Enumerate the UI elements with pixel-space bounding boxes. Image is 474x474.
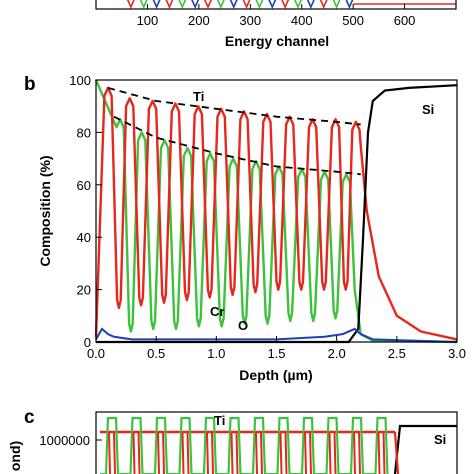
panel-a-series-segment [332,0,341,9]
x-tick-label: 3.0 [448,346,466,361]
x-tick-label: 1.5 [267,346,285,361]
x-tick-label: 0.0 [87,346,105,361]
panel-a-series-segment [126,0,135,9]
x-tick-label: 300 [239,13,261,28]
annotation-cr: Cr [210,304,224,319]
panel-c-series-cr [100,416,389,474]
panel-a-series-segment [281,0,290,9]
panel-b-x-label: Depth (µm) [239,367,312,383]
panel-a-series-segment [178,0,187,9]
panel-a-series-segment [268,0,277,9]
panel-a-series-segment [319,0,328,9]
y-tick-label: 80 [77,125,91,140]
panel-c-series-ti-dips [108,431,386,474]
panel-a-series-segment [229,0,238,9]
panel-b-series [94,79,458,344]
series-line-si [96,84,458,344]
annotation-ti: Ti [193,89,204,104]
panel-a-series-segment [294,0,302,9]
panel-a-series-segment [165,0,174,9]
panel-a-series [126,0,456,9]
panel-b: b 0.0 0.5 1.0 1.5 2.0 2.5 3.0 0 20 40 60 80 100 Dep… [24,73,466,383]
envelope-line-ti [107,87,361,126]
panel-a-series-segment [152,0,161,9]
x-tick-label: 500 [342,13,364,28]
panel-b-y-ticks: 0 20 40 60 80 100 [69,73,102,350]
panel-a-series-segment [191,0,200,9]
panel-c-series [100,416,457,474]
y-tick-label: 60 [77,178,91,193]
panel-a-series-segment [216,0,225,9]
panel-b-x-ticks: 0.0 0.5 1.0 1.5 2.0 2.5 3.0 [87,336,466,361]
x-tick-label: 200 [188,13,210,28]
panel-a-x-ticks: 100 200 300 400 500 600 [137,4,416,28]
panel-a-series-segment [139,0,148,9]
series-line-ti [94,86,458,341]
y-tick-label: 0 [84,335,91,350]
series-line-o [95,327,458,343]
panel-c-series-ti-drop [393,431,400,474]
y-tick-label: 40 [77,230,91,245]
x-tick-label: 400 [291,13,313,28]
panel-c-annotation-ti: Ti [214,413,225,428]
panel-a-series-segment [306,0,315,9]
x-tick-label: 100 [137,13,159,28]
panel-b-y-label: Composition (%) [37,155,53,266]
panel-c-frame [95,411,458,474]
x-tick-label: 1.0 [207,346,225,361]
panel-a: 100 200 300 400 500 600 Energy channel [95,0,457,49]
panel-a-series-segment [204,0,212,9]
panel-c-series-si [393,424,457,474]
panel-a-series-segment [242,0,251,9]
y-tick-label: 20 [77,283,91,298]
annotation-o: O [238,318,248,333]
x-tick-label: 600 [394,13,416,28]
panel-a-x-label: Energy channel [225,33,329,49]
panel-c-annotation-si: Si [434,432,446,447]
envelope-line-cr [113,115,361,176]
panel-a-frame [95,0,457,10]
x-tick-label: 2.5 [388,346,406,361]
x-tick-label: 0.5 [147,346,165,361]
series-line-cr [94,79,458,344]
y-tick-label: 100 [69,73,91,88]
panel-c: c 1000000 ond) Ti Si [7,407,458,474]
panel-a-series-segment [255,0,264,9]
panel-c-y-label-fragment: ond) [7,441,23,471]
panel-b-letter: b [24,74,36,95]
annotation-si: Si [422,102,434,117]
panel-a-series-segment [345,0,354,9]
x-tick-label: 2.0 [328,346,346,361]
panel-c-y-tick-label: 1000000 [39,433,90,448]
panel-c-letter: c [24,407,35,428]
